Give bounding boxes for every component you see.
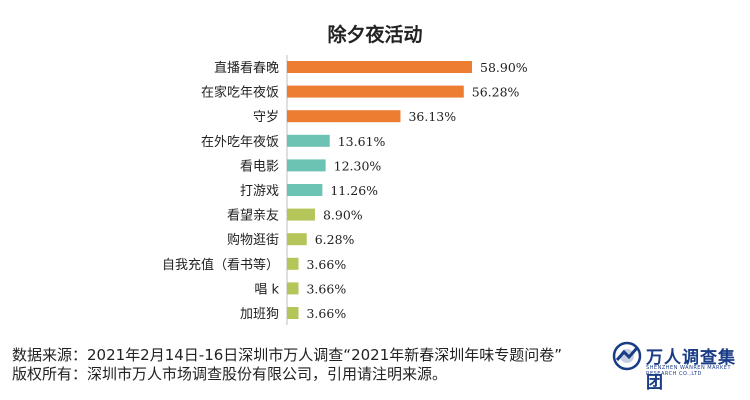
chart-title: 除夕夜活动 [327, 23, 422, 46]
bar-chart: 除夕夜活动 直播看春晚 58.90% 在家吃年夜饭 56.28% 守岁 36.13% 在外吃… [162, 23, 528, 325]
bar [287, 85, 464, 98]
category-label: 在家吃年夜饭 [201, 85, 279, 101]
bar [287, 233, 307, 246]
bar [287, 134, 330, 147]
copyright-note: 版权所有：深圳市万人市场调查股份有限公司，引用请注明来源。 [12, 365, 448, 383]
bars-group: 直播看春晚 58.90% 在家吃年夜饭 56.28% 守岁 36.13% 在外吃年夜饭 13.… [162, 55, 528, 325]
value-label: 3.66% [306, 257, 346, 272]
category-label: 加班狗 [240, 307, 279, 322]
category-label: 在外吃年夜饭 [201, 134, 279, 150]
category-label: 自我充值（看书等） [162, 257, 279, 273]
value-label: 11.26% [330, 183, 378, 198]
category-label: 守岁 [253, 110, 279, 125]
value-label: 3.66% [306, 281, 346, 296]
category-label: 看电影 [240, 158, 279, 174]
bar [287, 208, 315, 221]
value-label: 58.90% [480, 60, 528, 75]
bar [287, 110, 401, 123]
bar [287, 307, 299, 319]
value-label: 3.66% [306, 306, 346, 321]
source-note: 数据来源：2021年2月14日-16日深圳市万人调查“2021年新春深圳年味专题… [12, 346, 563, 364]
category-label: 直播看春晚 [214, 60, 279, 76]
bar [287, 282, 299, 295]
company-logo: 万人调查集团 SHENZHEN WANREN MARKET RESEARCH C… [612, 341, 746, 393]
category-label: 唱 k [254, 282, 279, 297]
category-label: 打游戏 [240, 184, 279, 199]
logo-subtext: SHENZHEN WANREN MARKET RESEARCH CO.,LTD [646, 365, 732, 377]
value-label: 56.28% [472, 85, 520, 100]
value-label: 6.28% [315, 232, 355, 247]
logo-mark-icon [612, 341, 642, 371]
bar [287, 257, 299, 270]
category-label: 购物逛街 [227, 232, 279, 248]
bar [287, 159, 326, 172]
bar [287, 61, 472, 73]
value-label: 12.30% [334, 158, 382, 173]
value-label: 8.90% [323, 208, 363, 223]
logo-text: 万人调查集团 [646, 348, 736, 393]
category-label: 看望亲友 [227, 208, 279, 224]
value-label: 36.13% [408, 109, 456, 124]
value-label: 13.61% [338, 134, 386, 149]
bar [287, 184, 323, 196]
